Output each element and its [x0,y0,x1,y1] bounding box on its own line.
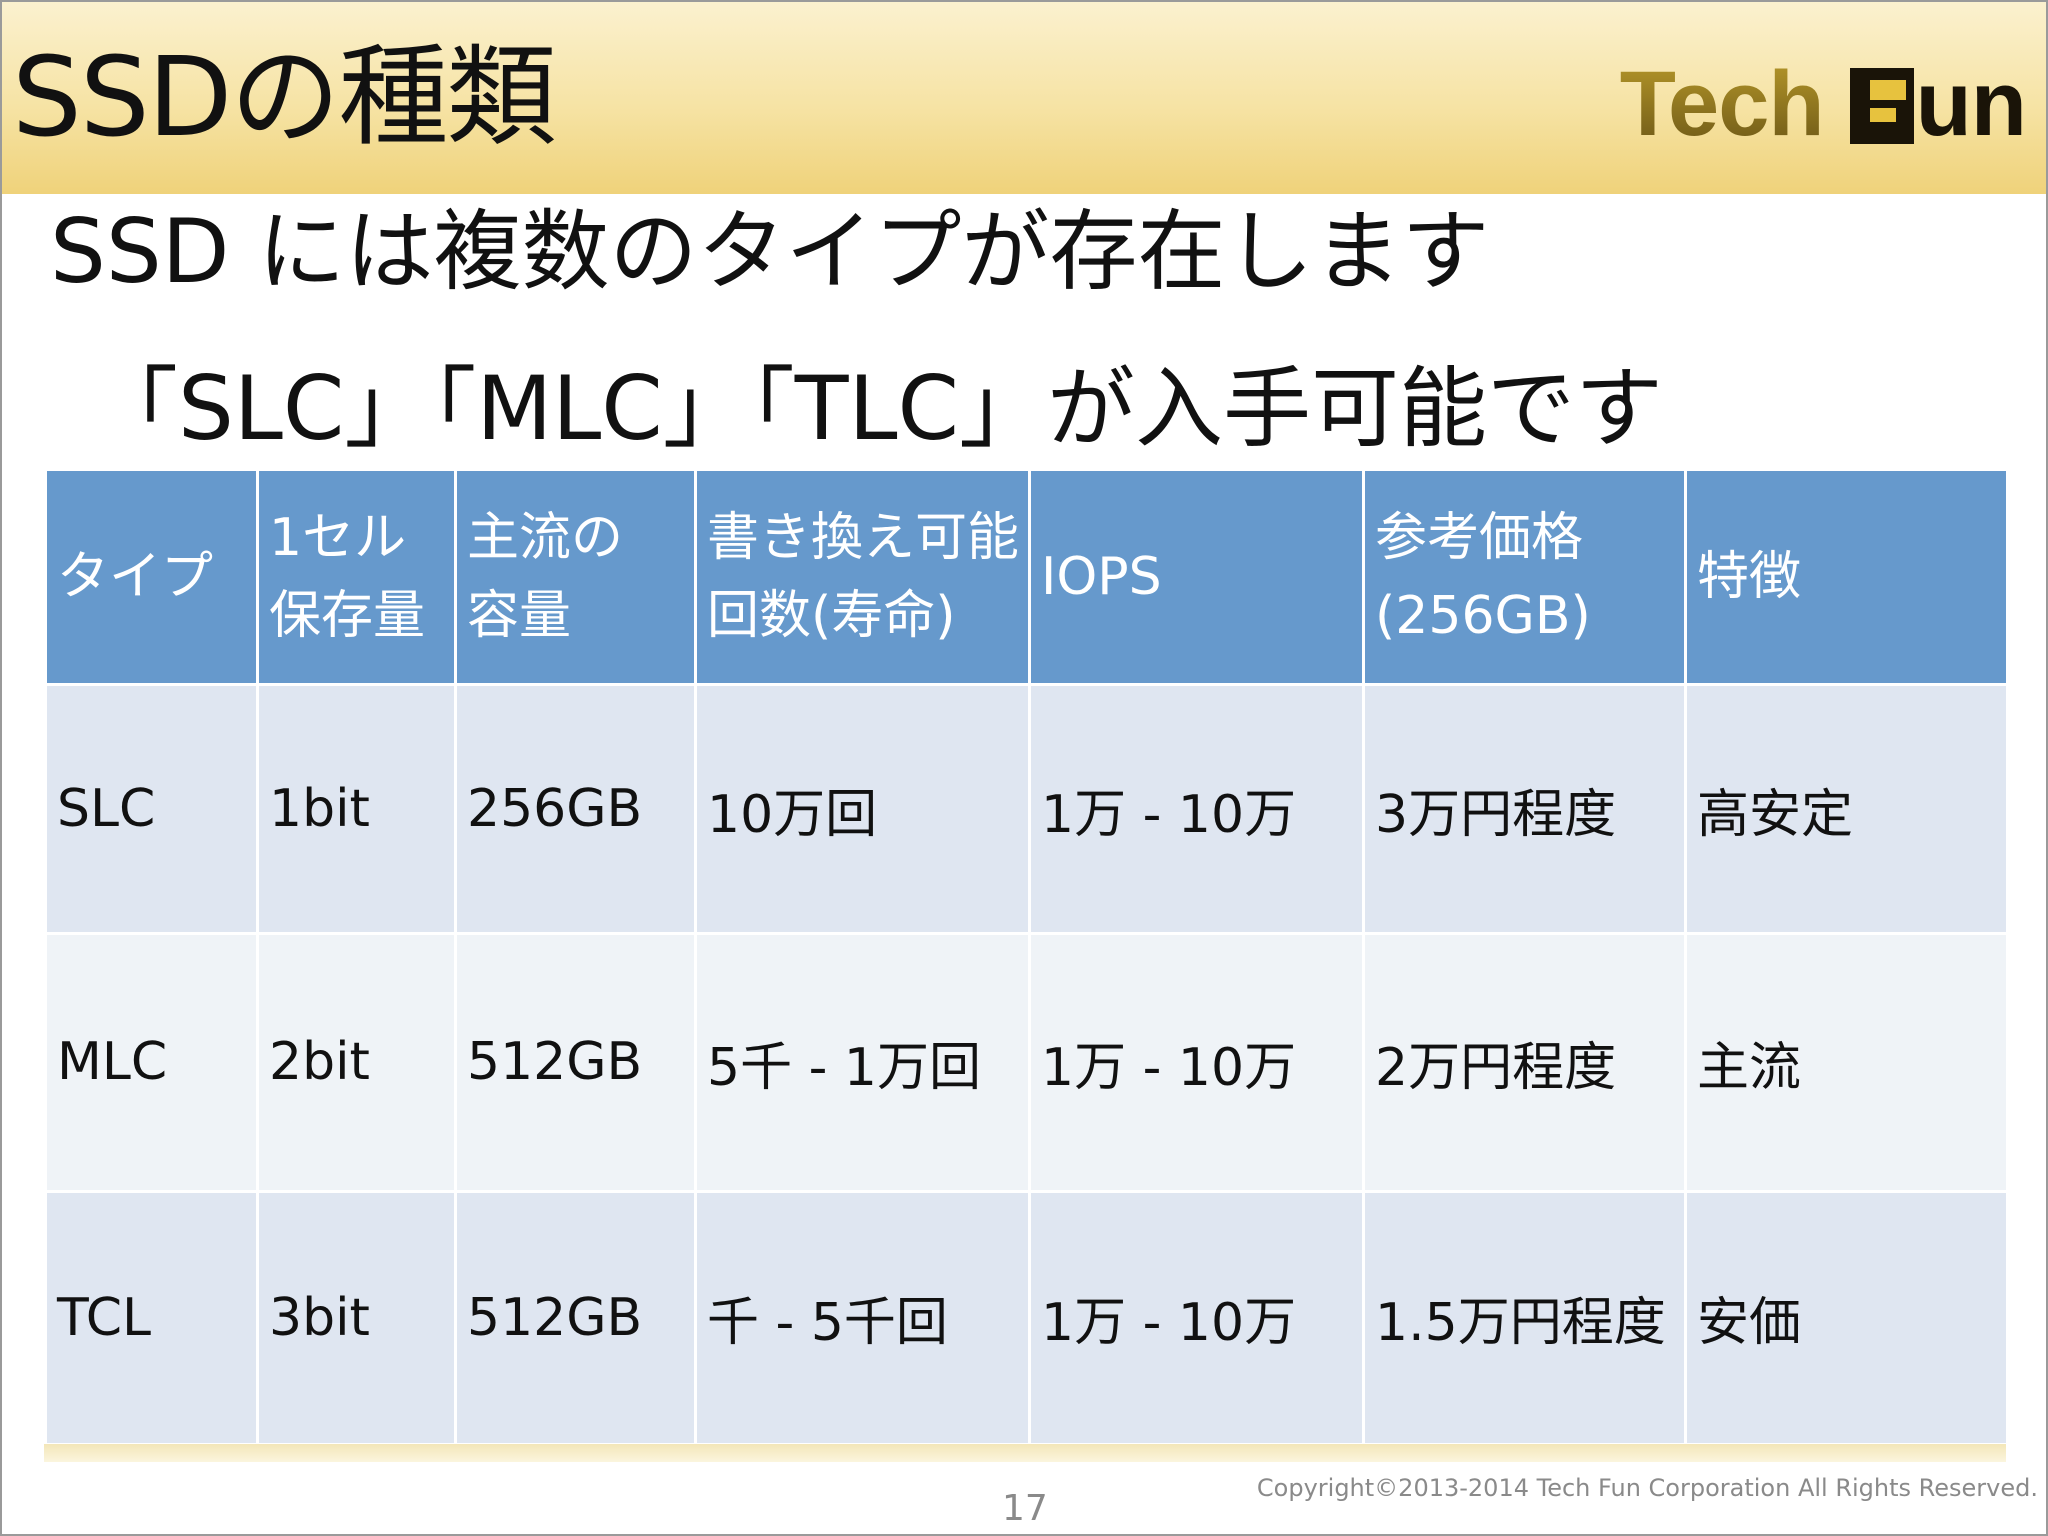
footer-rule [44,1444,2006,1462]
table-header-label: タイプ [57,547,214,607]
table-header-cell: IOPS [1028,468,1365,686]
table-header-label: 1セル 保存量 [269,508,426,646]
table-cell: 主流 [1684,932,2009,1193]
table-header-label: 書き換え可能 回数(寿命) [707,508,1020,646]
table-row: SLC 1bit 256GB 10万回 1万 - 10万 3万円程度 高安定 [44,682,2009,936]
table-cell: 3bit [256,1189,457,1447]
table-cell: 2bit [256,932,457,1193]
slide-title: SSDの種類 [12,33,556,161]
table-cell: 256GB [454,682,697,936]
table-cell: 千 - 5千回 [694,1189,1031,1447]
table-cell: 安価 [1684,1189,2009,1447]
table-cell: 1万 - 10万 [1028,682,1365,936]
table-cell: 1bit [256,682,457,936]
table-header-row: タイプ 1セル 保存量 主流の 容量 書き換え可能 回数(寿命) IOPS 参考価格(… [44,468,2009,686]
logo-f-mark-icon [1849,68,1914,144]
subtitle-line-1: SSD には複数のタイプが存在します [50,200,1490,303]
table-cell: 5千 - 1万回 [694,932,1031,1193]
table-header-cell: 特徴 [1684,468,2009,686]
table-row: TCL 3bit 512GB 千 - 5千回 1万 - 10万 1.5万円程度 … [44,1189,2009,1447]
table-cell: MLC [44,932,259,1193]
table-header-cell: 参考価格 (256GB) [1362,468,1687,686]
table-header-cell: 1セル 保存量 [256,468,457,686]
ssd-types-table: タイプ 1セル 保存量 主流の 容量 書き換え可能 回数(寿命) IOPS 参考価格(… [44,468,2009,1447]
table-cell: 1万 - 10万 [1028,1189,1365,1447]
table-header-cell: 主流の 容量 [454,468,697,686]
table-header-label: 参考価格 (256GB) [1375,508,1591,646]
table-cell: 高安定 [1684,682,2009,936]
subtitle-line-2: 「SLC」「MLC」「TLC」が入手可能です [90,357,1663,460]
table-header-label: 特徴 [1697,547,1802,607]
table-cell: 3万円程度 [1362,682,1687,936]
table-cell: SLC [44,682,259,936]
logo-text-tech: Tech [1619,53,1825,155]
header-band [2,2,2046,194]
table-header-label: 主流の 容量 [467,508,624,646]
techfun-logo: Tech un [1619,53,2027,155]
table-cell: 1.5万円程度 [1362,1189,1687,1447]
table-cell: 512GB [454,1189,697,1447]
table-cell: 512GB [454,932,697,1193]
page-number: 17 [1002,1488,1048,1529]
table-header-label: IOPS [1041,547,1162,607]
table-header-cell: 書き換え可能 回数(寿命) [694,468,1031,686]
table-cell: 1万 - 10万 [1028,932,1365,1193]
logo-text-un: un [1915,53,2027,155]
table-row: MLC 2bit 512GB 5千 - 1万回 1万 - 10万 2万円程度 主… [44,932,2009,1193]
table-header-cell: タイプ [44,468,259,686]
table-cell: TCL [44,1189,259,1447]
table-cell: 10万回 [694,682,1031,936]
table-cell: 2万円程度 [1362,932,1687,1193]
copyright-text: Copyright©2013-2014 Tech Fun Corporation… [1256,1474,2038,1502]
